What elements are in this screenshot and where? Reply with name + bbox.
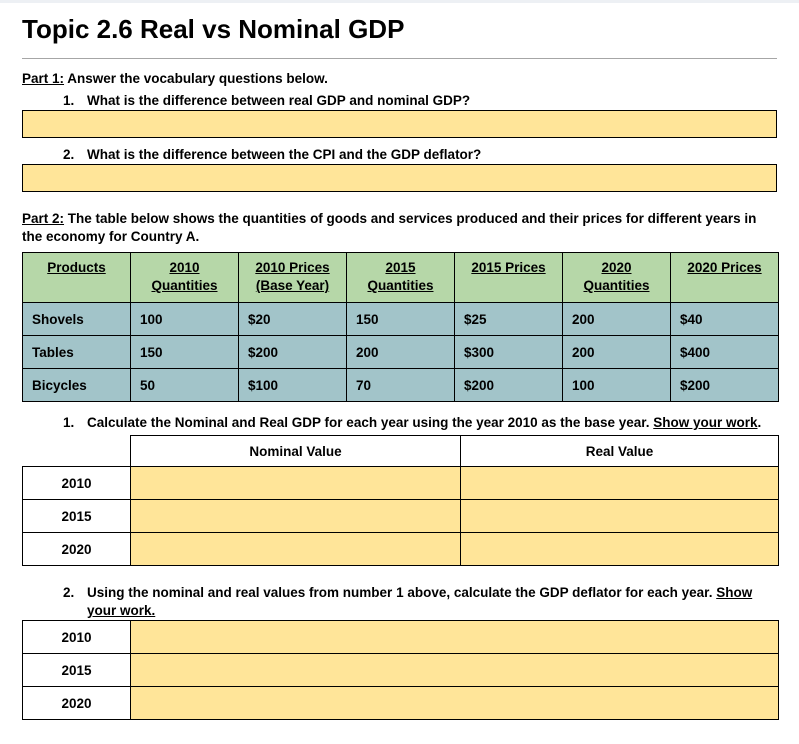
deflator-table: 2010 2015 2020: [22, 620, 779, 720]
show-your-work-underline: Show your work: [653, 415, 758, 430]
part1-intro: Part 1: Answer the vocabulary questions …: [22, 70, 777, 88]
part2-question-2: 2. Using the nominal and real values fro…: [22, 584, 777, 620]
list-number: 1.: [63, 415, 75, 430]
table-cell: 70: [346, 368, 455, 402]
col-header-2015-prices: 2015 Prices: [454, 252, 563, 303]
products-table: Products 2010 Quantities 2010 Prices (Ba…: [22, 252, 779, 402]
part1-question-1: 1. What is the difference between real G…: [22, 92, 777, 110]
answer-box-q1[interactable]: [22, 110, 777, 138]
table-cell: $200: [670, 368, 779, 402]
real-2020-cell[interactable]: [460, 532, 779, 566]
real-2010-cell[interactable]: [460, 466, 779, 500]
question-text-main: Using the nominal and real values from n…: [87, 585, 717, 600]
table-cell: $25: [454, 302, 563, 336]
table-row-2015: 2015: [22, 653, 779, 687]
part1-intro-text: Answer the vocabulary questions below.: [64, 71, 328, 86]
table-cell: $400: [670, 335, 779, 369]
products-table-header-row: Products 2010 Quantities 2010 Prices (Ba…: [22, 252, 779, 303]
table-row-bicycles: Bicycles 50 $100 70 $200 100 $200: [22, 368, 779, 402]
list-number: 2.: [63, 147, 75, 162]
question-text: Using the nominal and real values from n…: [87, 584, 777, 620]
product-name: Tables: [22, 335, 131, 369]
table-cell: 150: [346, 302, 455, 336]
table-row-tables: Tables 150 $200 200 $300 200 $400: [22, 335, 779, 369]
list-number: 1.: [63, 93, 75, 108]
part2-intro: Part 2: The table below shows the quanti…: [22, 210, 777, 246]
year-label: 2010: [22, 466, 131, 500]
col-header-2010-prices: 2010 Prices (Base Year): [238, 252, 347, 303]
table-cell: 200: [346, 335, 455, 369]
deflator-2010-cell[interactable]: [130, 620, 779, 654]
question-text: What is the difference between the CPI a…: [87, 147, 482, 162]
table-cell: $200: [238, 335, 347, 369]
table-row-shovels: Shovels 100 $20 150 $25 200 $40: [22, 302, 779, 336]
nominal-2010-cell[interactable]: [130, 466, 461, 500]
question-text: What is the difference between real GDP …: [87, 93, 471, 108]
gdp-table-header-row: Nominal Value Real Value: [23, 435, 779, 467]
nominal-value-header: Nominal Value: [130, 435, 461, 467]
part2-question-1: 1. Calculate the Nominal and Real GDP fo…: [22, 414, 777, 432]
table-cell: $200: [454, 368, 563, 402]
empty-corner-cell: [23, 436, 131, 467]
deflator-2015-cell[interactable]: [130, 653, 779, 687]
real-value-header: Real Value: [460, 435, 779, 467]
part2-label: Part 2:: [22, 211, 65, 226]
product-name: Bicycles: [22, 368, 131, 402]
document-content: Topic 2.6 Real vs Nominal GDP Part 1: An…: [0, 14, 799, 720]
col-header-2020-prices: 2020 Prices: [670, 252, 779, 303]
question-text: Calculate the Nominal and Real GDP for e…: [87, 414, 777, 432]
year-label: 2015: [22, 653, 131, 687]
table-row-2010: 2010: [22, 466, 779, 500]
table-cell: $300: [454, 335, 563, 369]
table-row-2015: 2015: [22, 499, 779, 533]
table-cell: 100: [562, 368, 671, 402]
table-row-2010: 2010: [22, 620, 779, 654]
part1-label: Part 1:: [22, 71, 65, 86]
year-label: 2020: [22, 532, 131, 566]
deflator-2020-cell[interactable]: [130, 686, 779, 720]
nominal-real-table: Nominal Value Real Value 2010 2015 2020: [22, 435, 779, 566]
year-label: 2010: [22, 620, 131, 654]
table-cell: 50: [130, 368, 239, 402]
product-name: Shovels: [22, 302, 131, 336]
part2-intro-text: The table below shows the quantities of …: [22, 211, 757, 244]
show-your-work-underline: Show your work.: [87, 585, 753, 618]
table-cell: $40: [670, 302, 779, 336]
horizontal-rule: [22, 58, 777, 59]
nominal-2020-cell[interactable]: [130, 532, 461, 566]
question-text-main: Calculate the Nominal and Real GDP for e…: [87, 415, 654, 430]
table-cell: $20: [238, 302, 347, 336]
table-cell: 100: [130, 302, 239, 336]
table-row-2020: 2020: [22, 532, 779, 566]
year-label: 2020: [22, 686, 131, 720]
table-cell: 200: [562, 335, 671, 369]
products-header: Products: [22, 252, 131, 303]
page-title: Topic 2.6 Real vs Nominal GDP: [22, 14, 405, 44]
real-2015-cell[interactable]: [460, 499, 779, 533]
col-header-2020-quantities: 2020 Quantities: [562, 252, 671, 303]
table-row-2020: 2020: [22, 686, 779, 720]
col-header-2015-quantities: 2015 Quantities: [346, 252, 455, 303]
question-text-tail: .: [757, 415, 762, 430]
answer-box-q2[interactable]: [22, 164, 777, 192]
list-number: 2.: [63, 585, 75, 600]
col-header-2010-quantities: 2010 Quantities: [130, 252, 239, 303]
table-cell: 150: [130, 335, 239, 369]
year-label: 2015: [22, 499, 131, 533]
nominal-2015-cell[interactable]: [130, 499, 461, 533]
table-cell: 200: [562, 302, 671, 336]
part1-question-2: 2. What is the difference between the CP…: [22, 146, 777, 164]
table-cell: $100: [238, 368, 347, 402]
